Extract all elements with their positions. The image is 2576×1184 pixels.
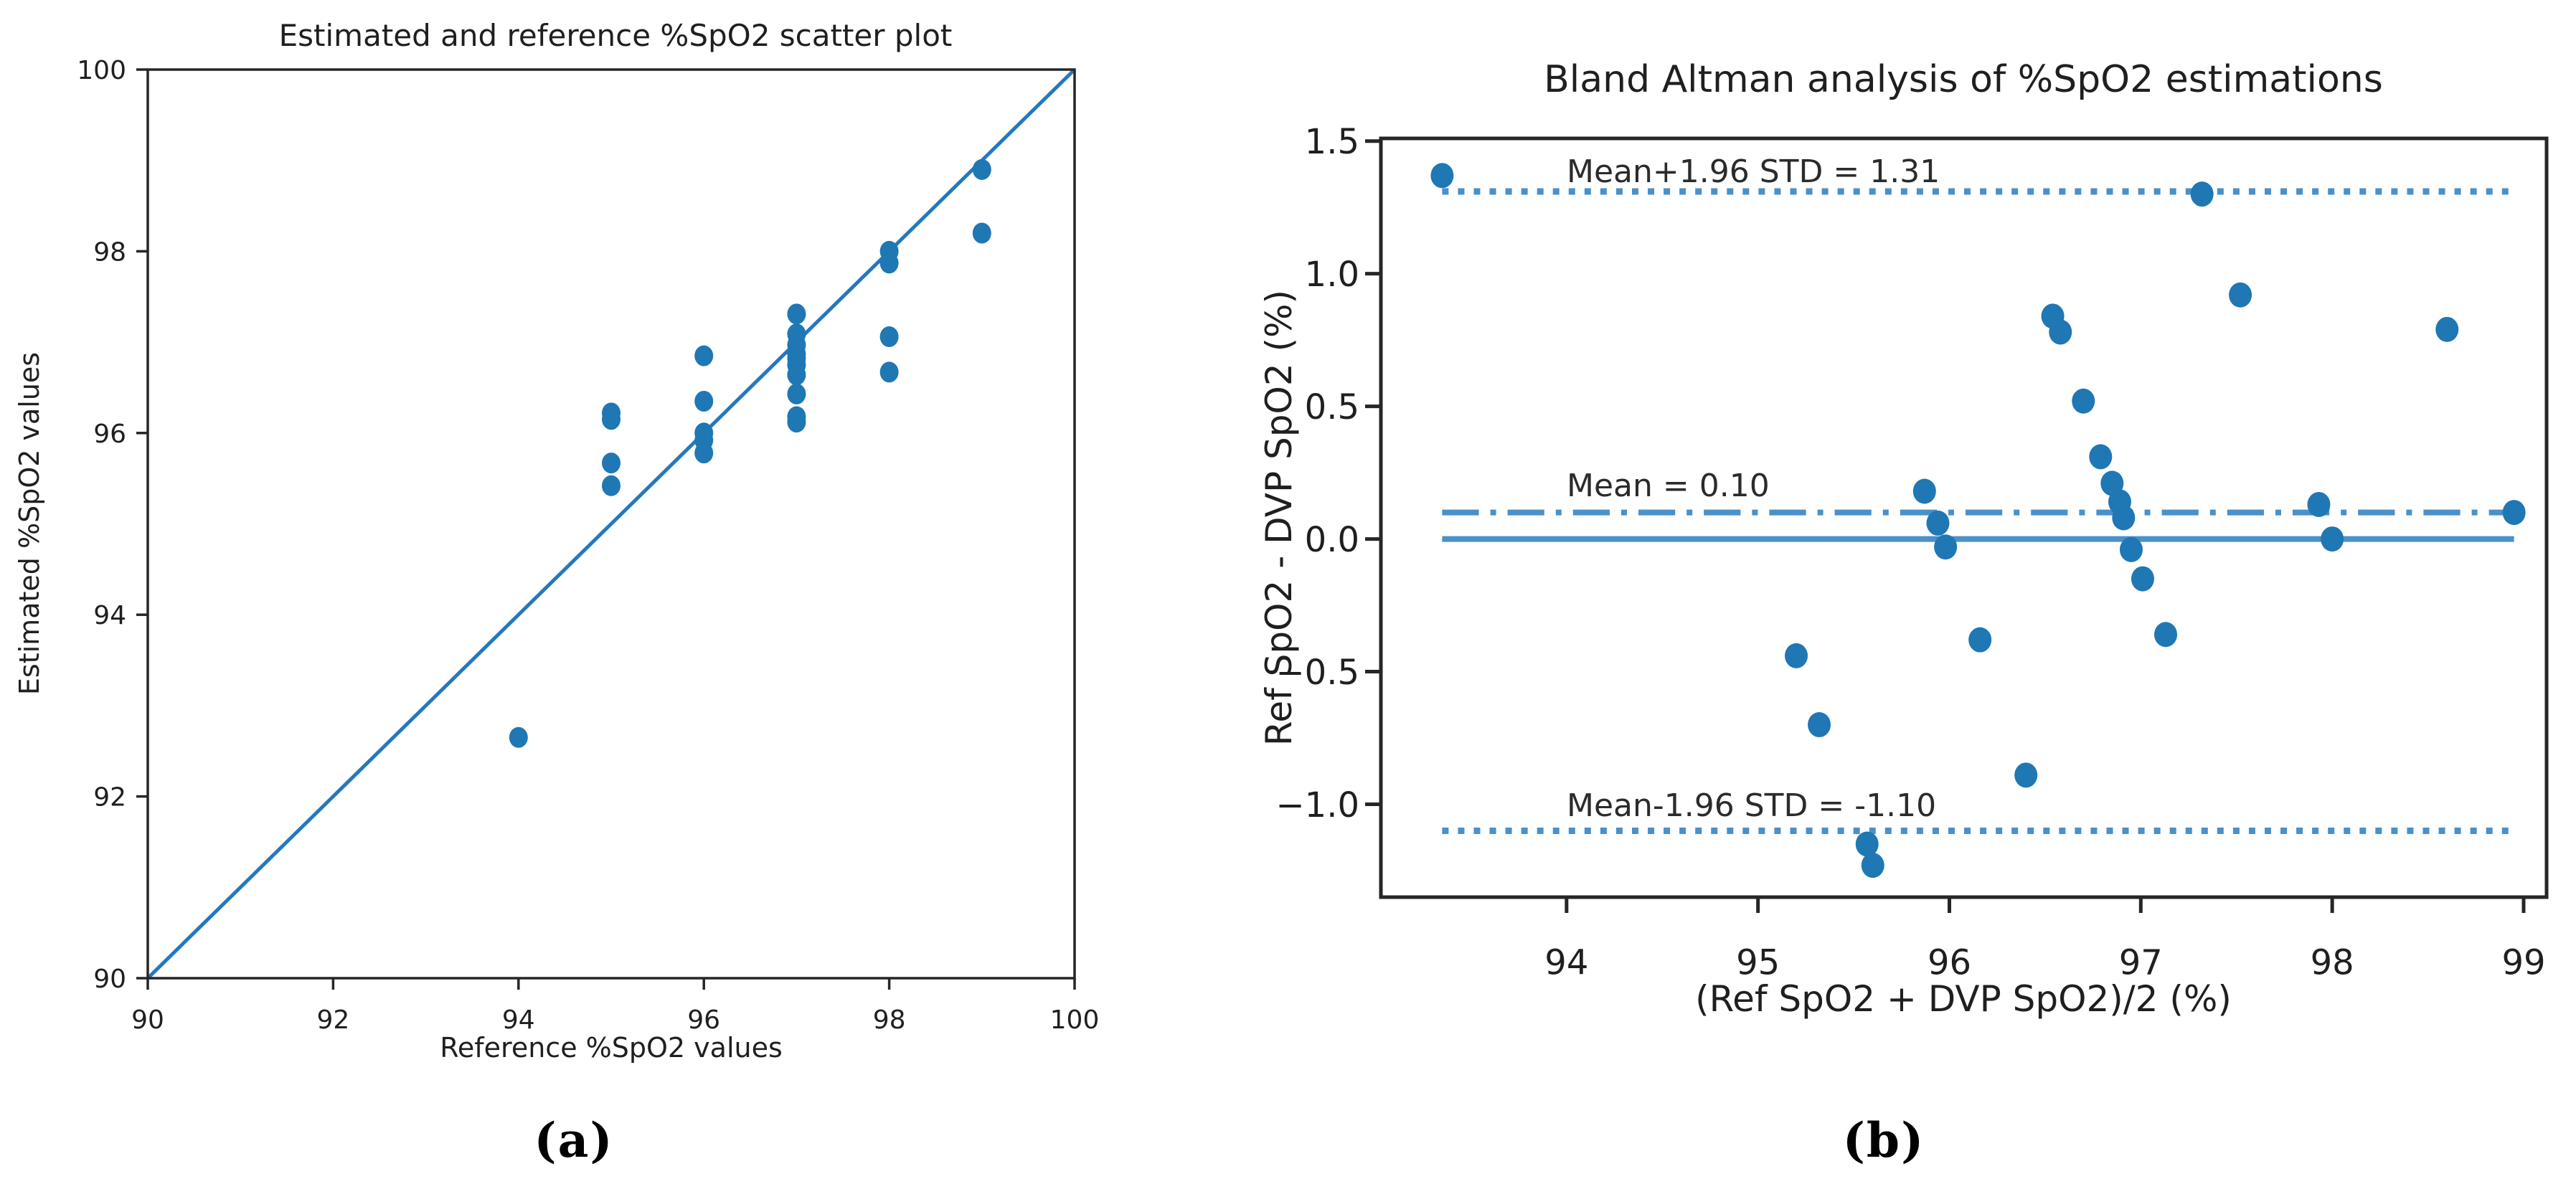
y-tick-label: −1.0 bbox=[1275, 785, 1359, 825]
y-tick-label: 92 bbox=[93, 783, 126, 813]
data-point bbox=[879, 252, 899, 274]
x-axis-label: Reference %SpO2 values bbox=[440, 1032, 783, 1064]
x-tick-label: 92 bbox=[316, 1005, 349, 1035]
line-annotation: Mean-1.96 STD = -1.10 bbox=[1567, 787, 1936, 824]
data-point bbox=[2502, 500, 2526, 526]
data-point bbox=[2307, 492, 2331, 518]
data-point bbox=[1430, 163, 1454, 189]
data-point bbox=[2190, 181, 2214, 207]
data-point bbox=[2089, 444, 2113, 470]
y-axis-label: Estimated %SpO2 values bbox=[14, 352, 45, 695]
data-point bbox=[787, 412, 806, 433]
scatter-plot-panel-a: Estimated and reference %SpO2 scatter pl… bbox=[14, 18, 1099, 1064]
x-tick-label: 97 bbox=[2119, 942, 2163, 982]
x-tick-label: 96 bbox=[1928, 942, 1971, 982]
data-point bbox=[694, 390, 714, 412]
chart-title: Estimated and reference %SpO2 scatter pl… bbox=[279, 18, 953, 53]
data-point bbox=[1808, 712, 1831, 738]
y-tick-label: 94 bbox=[93, 601, 126, 630]
data-point bbox=[694, 345, 714, 366]
data-point bbox=[2229, 282, 2252, 308]
chart-title: Bland Altman analysis of %SpO2 estimatio… bbox=[1544, 58, 2383, 101]
data-point bbox=[694, 442, 714, 464]
x-axis-label: (Ref SpO2 + DVP SpO2)/2 (%) bbox=[1695, 978, 2232, 1020]
data-point bbox=[787, 383, 806, 404]
data-point bbox=[879, 326, 899, 347]
y-tick-label: 1.5 bbox=[1305, 122, 1359, 162]
x-tick-label: 100 bbox=[1050, 1005, 1100, 1035]
data-point bbox=[787, 303, 806, 325]
data-point bbox=[2119, 536, 2143, 562]
data-point bbox=[602, 409, 621, 430]
data-point bbox=[1934, 534, 1958, 560]
data-point bbox=[1861, 853, 1884, 878]
y-tick-label: 0.5 bbox=[1305, 387, 1359, 427]
y-tick-label: 1.0 bbox=[1305, 255, 1359, 295]
data-point bbox=[787, 364, 806, 386]
data-point bbox=[972, 158, 991, 180]
data-point bbox=[2154, 622, 2178, 648]
data-point bbox=[1785, 643, 1808, 668]
x-tick-label: 94 bbox=[1544, 942, 1588, 982]
caption-a: (a) bbox=[534, 1112, 614, 1168]
data-point bbox=[1926, 510, 1950, 536]
data-point bbox=[2072, 388, 2095, 414]
y-tick-label: 0.0 bbox=[1305, 520, 1359, 560]
y-axis-label: Ref SpO2 - DVP SpO2 (%) bbox=[1258, 290, 1300, 746]
y-tick-label: 98 bbox=[93, 237, 126, 267]
x-tick-label: 98 bbox=[2311, 942, 2354, 982]
axes-spines bbox=[1379, 136, 2549, 899]
data-point bbox=[879, 361, 899, 383]
y-tick-label: 100 bbox=[77, 56, 126, 85]
axes-spines bbox=[146, 68, 1076, 980]
x-tick-label: 94 bbox=[502, 1005, 535, 1035]
data-point bbox=[602, 453, 621, 474]
x-tick-label: 96 bbox=[687, 1005, 720, 1035]
y-tick-label: 96 bbox=[93, 420, 126, 449]
data-point bbox=[2014, 762, 2038, 788]
data-point bbox=[602, 475, 621, 496]
data-point bbox=[2435, 316, 2459, 342]
data-point bbox=[2112, 505, 2136, 531]
line-annotation: Mean = 0.10 bbox=[1567, 468, 1770, 504]
caption-b: (b) bbox=[1842, 1112, 1925, 1168]
x-tick-label: 95 bbox=[1736, 942, 1780, 982]
identity-line bbox=[146, 68, 1076, 980]
data-point bbox=[2049, 319, 2072, 345]
x-tick-label: 98 bbox=[873, 1005, 906, 1035]
data-point bbox=[1912, 478, 1936, 504]
y-tick-label: 90 bbox=[93, 965, 126, 994]
data-point bbox=[1855, 831, 1879, 857]
x-tick-label: 99 bbox=[2501, 942, 2545, 982]
x-tick-label: 90 bbox=[131, 1005, 164, 1035]
bland-altman-panel-b: Bland Altman analysis of %SpO2 estimatio… bbox=[1258, 58, 2549, 1020]
data-point bbox=[2131, 566, 2154, 592]
data-point bbox=[972, 222, 991, 244]
data-point bbox=[2321, 526, 2344, 552]
data-point bbox=[1968, 627, 1992, 653]
data-point bbox=[509, 726, 528, 748]
y-tick-label: −0.5 bbox=[1275, 653, 1359, 693]
line-annotation: Mean+1.96 STD = 1.31 bbox=[1567, 153, 1940, 190]
